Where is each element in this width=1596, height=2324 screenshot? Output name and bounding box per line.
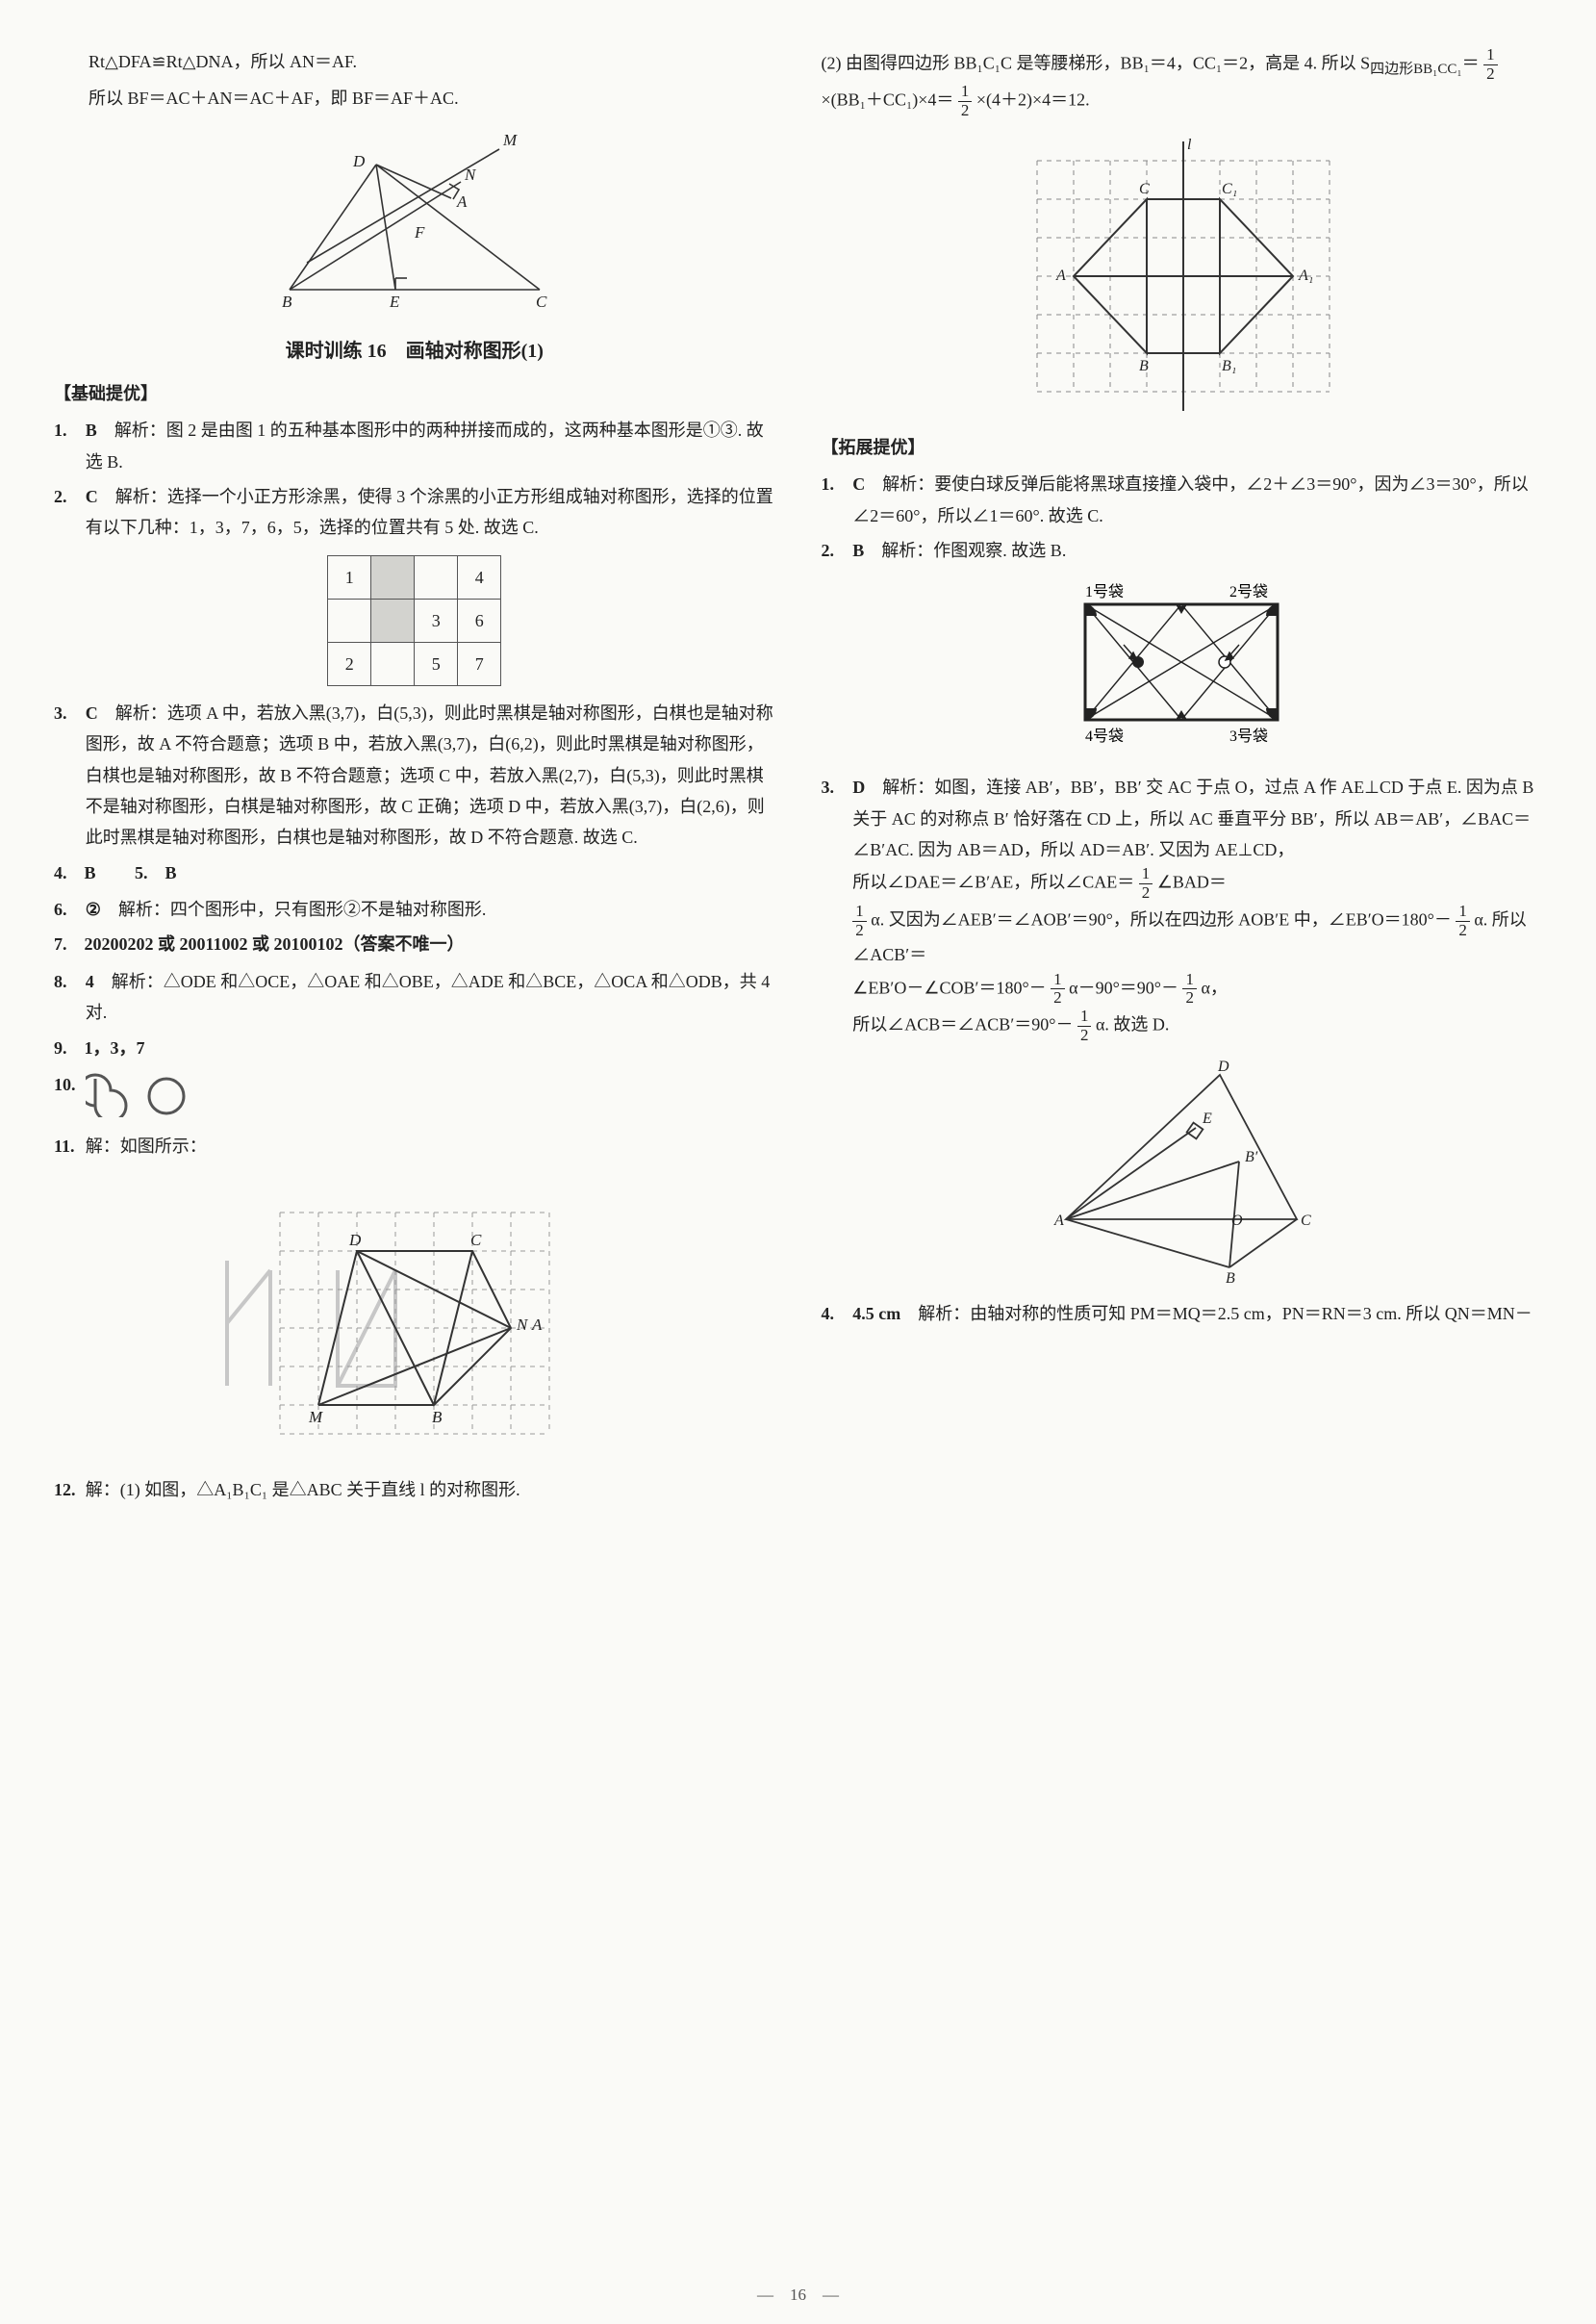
lbl-d: D <box>352 152 366 170</box>
lbl-b: B <box>282 293 292 311</box>
rq3: 3. D 解析：如图，连接 AB′，BB′，BB′ 交 AC 于点 O，过点 A… <box>822 772 1543 1044</box>
q9: 9. 1，3，7 <box>54 1033 775 1063</box>
q11: 11. 解：如图所示： <box>54 1131 775 1162</box>
svg-text:B: B <box>1139 358 1149 374</box>
svg-text:E: E <box>1202 1111 1212 1127</box>
svg-text:3号袋: 3号袋 <box>1229 728 1268 745</box>
q12: 12. 解：(1) 如图，△A₁B₁C₁ 是△ABC 关于直线 l 的对称图形. <box>54 1474 775 1505</box>
rq2: 2. B 解析：作图观察. 故选 B. <box>822 535 1543 566</box>
q10-glyph-icon <box>86 1069 201 1117</box>
q3: 3. C 解析：选项 A 中，若放入黑(3,7)，白(5,3)，则此时黑棋是轴对… <box>54 698 775 854</box>
q10: 10. <box>54 1069 775 1127</box>
figure-q11: D C N A B M <box>54 1174 775 1463</box>
figure-pool: 1号袋 2号袋 <box>822 577 1543 760</box>
r-top: (2) 由图得四边形 BB₁C₁C 是等腰梯形，BB₁＝4，CC₁＝2，高是 4… <box>822 46 1543 120</box>
svg-text:l: l <box>1187 137 1192 153</box>
lbl-a: A <box>456 192 468 211</box>
section-extend: 【拓展提优】 <box>822 432 1543 463</box>
intro-line-2: 所以 BF＝AC＋AN＝AC＋AF，即 BF＝AF＋AC. <box>54 83 775 114</box>
page-footer: — 16 — <box>0 2281 1596 2311</box>
intro-line-1: Rt△DFA≌Rt△DNA，所以 AN＝AF. <box>54 46 775 77</box>
svg-text:D: D <box>1217 1059 1229 1075</box>
right-column: (2) 由图得四边形 BB₁C₁C 是等腰梯形，BB₁＝4，CC₁＝2，高是 4… <box>822 46 1543 1509</box>
svg-text:1号袋: 1号袋 <box>1085 583 1124 600</box>
svg-text:C: C <box>1301 1213 1311 1229</box>
svg-text:B₁: B₁ <box>1222 358 1236 374</box>
lbl-f: F <box>414 223 425 242</box>
svg-text:D: D <box>348 1231 362 1249</box>
q6: 6. ② 解析：四个图形中，只有图形②不是轴对称图形. <box>54 894 775 925</box>
figure-rq3: A B B′ C D E O <box>822 1056 1543 1287</box>
svg-text:2号袋: 2号袋 <box>1229 583 1268 600</box>
q1: 1. B 解析：图 2 是由图 1 的五种基本图形中的两种拼接而成的，这两种基本… <box>54 415 775 477</box>
lbl-n: N <box>464 166 477 184</box>
rq1: 1. C 解析：要使白球反弹后能将黑球直接撞入袋中，∠2＋∠3＝90°，因为∠3… <box>822 469 1543 531</box>
svg-text:B: B <box>1226 1270 1235 1287</box>
lbl-c: C <box>536 293 547 311</box>
rq4: 4. 4.5 cm 解析：由轴对称的性质可知 PM＝MQ＝2.5 cm，PN＝R… <box>822 1298 1543 1329</box>
svg-text:O: O <box>1231 1213 1243 1229</box>
svg-text:A: A <box>1055 268 1066 284</box>
svg-text:C: C <box>470 1231 482 1249</box>
lbl-e: E <box>389 293 400 311</box>
figure-grid-q2: 1 4 3 6 2 5 7 <box>54 555 775 686</box>
section-basic: 【基础提优】 <box>54 378 775 409</box>
svg-text:C₁: C₁ <box>1222 181 1237 197</box>
svg-text:C: C <box>1139 181 1150 197</box>
svg-text:A: A <box>531 1315 543 1334</box>
q7: 7. 20200202 或 20011002 或 20100102（答案不唯一） <box>54 929 775 959</box>
svg-text:A₁: A₁ <box>1298 268 1313 284</box>
svg-text:M: M <box>308 1408 323 1426</box>
q2: 2. C 解析：选择一个小正方形涂黑，使得 3 个涂黑的小正方形组成轴对称图形，… <box>54 481 775 544</box>
svg-text:A: A <box>1053 1213 1064 1229</box>
svg-text:B′: B′ <box>1245 1149 1258 1165</box>
left-column: Rt△DFA≌Rt△DNA，所以 AN＝AF. 所以 BF＝AC＋AN＝AC＋A… <box>54 46 775 1509</box>
svg-text:B: B <box>432 1408 443 1426</box>
q8: 8. 4 解析：△ODE 和△OCE，△OAE 和△OBE，△ADE 和△BCE… <box>54 966 775 1029</box>
figure-triangle-dfa: B E C D A N F M <box>54 126 775 319</box>
svg-text:4号袋: 4号袋 <box>1085 728 1124 745</box>
lbl-m: M <box>502 131 518 149</box>
figure-q12: l C C₁ A A₁ B B₁ <box>822 132 1543 421</box>
q4q5: 4. B 5. B <box>54 857 775 888</box>
lesson-title: 课时训练 16 画轴对称图形(1) <box>54 334 775 369</box>
